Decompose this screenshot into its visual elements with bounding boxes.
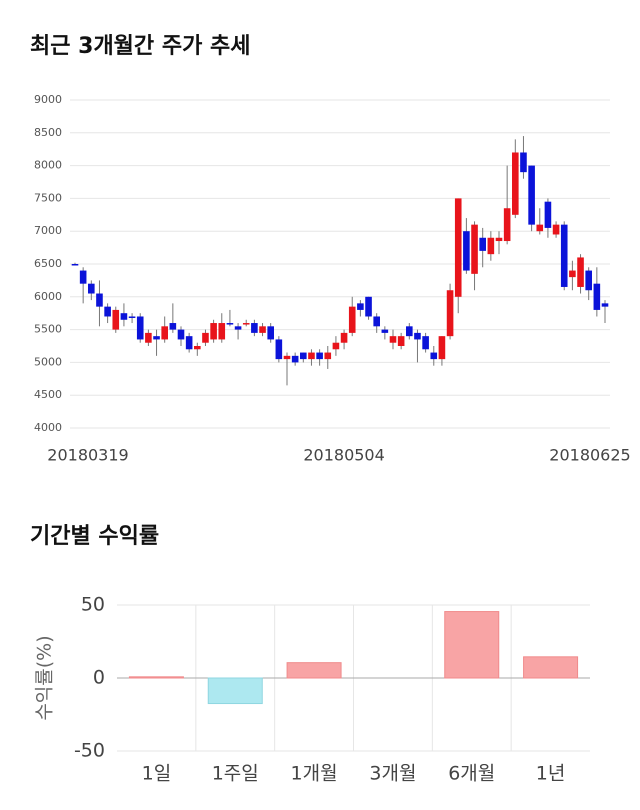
y-tick-label: 0 (93, 667, 105, 689)
candle-body (365, 296, 372, 317)
candle-body (357, 303, 364, 310)
candle-body (414, 332, 421, 340)
x-tick-label: 6개월 (448, 763, 495, 785)
candle-body (218, 323, 226, 340)
candle-body (601, 303, 609, 307)
candle-body (153, 336, 160, 340)
candle-body (104, 306, 111, 317)
y-tick-label: 4500 (34, 388, 62, 401)
candle-body (585, 270, 592, 291)
candle-body (128, 316, 136, 318)
x-tick-label: 1주일 (212, 763, 259, 785)
candle-body (275, 339, 283, 360)
candle-body (136, 316, 144, 340)
candle-body (242, 323, 250, 325)
candle-body (373, 316, 380, 327)
candle-body (259, 326, 266, 333)
candle-body (169, 323, 177, 330)
candle-body (569, 270, 576, 278)
candle-body (96, 293, 103, 307)
candle-body (536, 224, 544, 232)
candle-body (194, 346, 201, 350)
y-tick-label: 7500 (34, 191, 62, 204)
candle-body (495, 237, 503, 242)
candle-body (454, 198, 462, 297)
candle-body (438, 336, 446, 360)
y-tick-label: 6500 (34, 257, 62, 270)
candle-body (79, 270, 87, 284)
candle-body (161, 326, 168, 340)
candle-body (145, 332, 152, 343)
candle-body (422, 336, 429, 350)
candle-body (560, 224, 568, 287)
candle-body (332, 342, 340, 350)
candle-body (479, 237, 486, 251)
y-tick-label: 5500 (34, 323, 62, 336)
candle-body (202, 332, 209, 343)
candle-body (593, 283, 601, 310)
candle-body (210, 323, 217, 340)
y-tick-label: 7000 (34, 224, 62, 237)
candle-body (397, 336, 405, 346)
candle-body (340, 332, 348, 343)
candle-body (71, 264, 79, 266)
chart-title: 기간별 수익률 (30, 524, 159, 549)
bar (444, 611, 500, 679)
y-tick-label: 8500 (34, 126, 62, 139)
candle-body (300, 352, 307, 360)
x-tick-label: 1개월 (291, 763, 338, 785)
candle-body (471, 224, 478, 274)
candle-body (234, 326, 242, 330)
candle-body (112, 309, 120, 330)
y-axis-label: 수익률(%) (34, 635, 56, 720)
candle-body (577, 257, 584, 287)
candle-body (177, 329, 185, 340)
bar (286, 662, 342, 679)
candle-body (381, 329, 389, 333)
candle-body (512, 152, 519, 215)
y-tick-label: 9000 (34, 93, 62, 106)
x-tick-label: 1년 (536, 763, 566, 785)
x-tick-label: 20180625 (549, 446, 630, 465)
bar (207, 677, 263, 705)
candle-body (463, 231, 470, 271)
candle-body (120, 313, 128, 320)
candle-body (348, 306, 356, 333)
y-tick-label: 50 (81, 594, 105, 616)
candle-body (430, 352, 438, 360)
y-tick-label: 6000 (34, 290, 62, 303)
x-tick-label: 3개월 (369, 763, 416, 785)
candle-body (185, 336, 193, 350)
candle-body (308, 352, 315, 360)
candle-body (552, 224, 560, 235)
bar (128, 676, 184, 679)
candle-body (267, 326, 274, 340)
candle-body (487, 237, 495, 255)
bar (523, 656, 579, 679)
candle-body (528, 165, 535, 225)
candle-body (503, 208, 511, 242)
y-tick-label: 4000 (34, 421, 62, 434)
y-tick-label: 5000 (34, 355, 62, 368)
x-tick-label: 1일 (142, 763, 172, 785)
candle-body (389, 336, 397, 343)
candle-body (544, 201, 552, 228)
candle-body (283, 355, 291, 360)
chart-title: 최근 3개월간 주가 추세 (30, 34, 250, 59)
candle-body (520, 152, 527, 173)
candle-body (406, 326, 413, 337)
candle-body (251, 323, 258, 333)
candle-body (226, 323, 234, 325)
x-tick-label: 20180319 (47, 446, 128, 465)
candle-body (446, 290, 454, 337)
candle-body (324, 352, 332, 360)
y-tick-label: -50 (74, 740, 105, 762)
y-tick-label: 8000 (34, 159, 62, 172)
candle-body (291, 355, 299, 363)
x-tick-label: 20180504 (303, 446, 384, 465)
candle-body (316, 352, 323, 360)
candle-body (88, 283, 95, 294)
